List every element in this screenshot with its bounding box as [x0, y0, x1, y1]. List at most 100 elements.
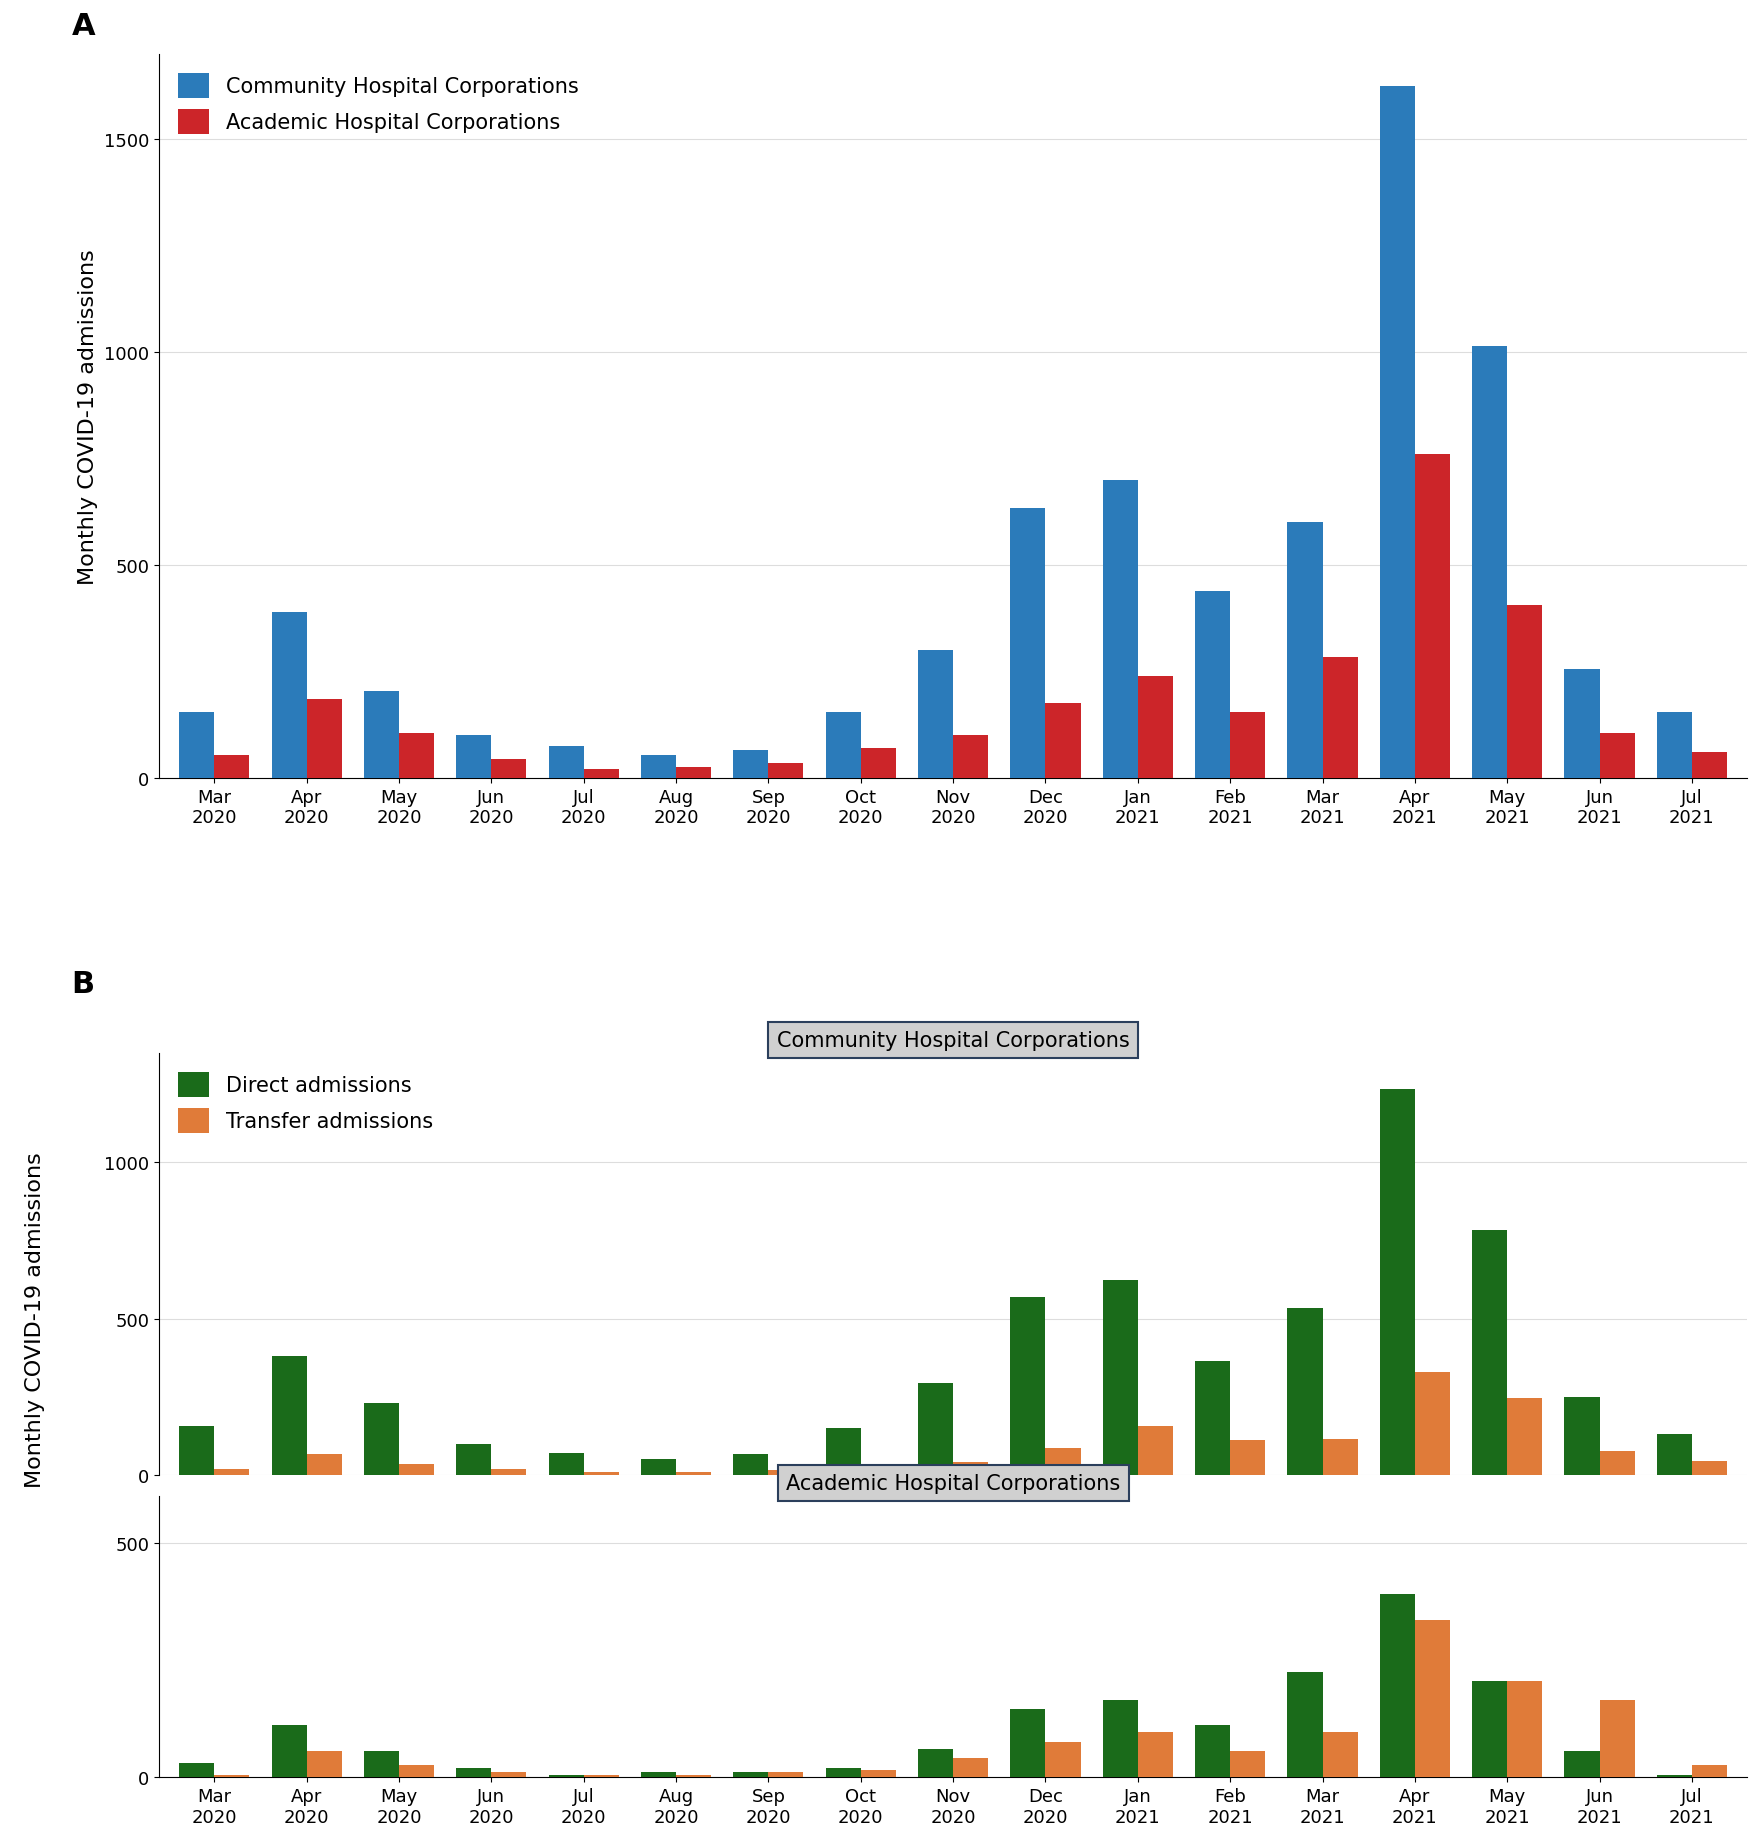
Title: Academic Hospital Corporations: Academic Hospital Corporations	[785, 1473, 1120, 1493]
Bar	[1598, 1700, 1633, 1777]
Bar	[732, 1455, 767, 1475]
Bar	[1230, 713, 1265, 779]
Bar	[1506, 1398, 1542, 1475]
Bar	[732, 751, 767, 779]
Bar	[180, 1762, 213, 1777]
Legend: Direct admissions, Transfer admissions: Direct admissions, Transfer admissions	[169, 1064, 441, 1141]
Bar	[1286, 524, 1321, 779]
Bar	[767, 1471, 803, 1475]
Bar	[640, 755, 676, 779]
Bar	[640, 1460, 676, 1475]
Bar	[455, 1444, 490, 1475]
Bar	[1656, 713, 1692, 779]
Bar	[676, 1471, 711, 1475]
Bar	[272, 612, 307, 779]
Y-axis label: Monthly COVID-19 admissions: Monthly COVID-19 admissions	[78, 249, 99, 584]
Bar	[917, 650, 953, 779]
Bar	[826, 1429, 861, 1475]
Bar	[180, 1427, 213, 1475]
Bar	[1692, 753, 1725, 779]
Bar	[640, 1772, 676, 1777]
Bar	[1379, 1090, 1415, 1475]
Bar	[1044, 703, 1080, 779]
Bar	[1009, 507, 1044, 779]
Bar	[953, 1462, 988, 1475]
Bar	[861, 749, 896, 779]
Bar	[1415, 1372, 1450, 1475]
Bar	[767, 764, 803, 779]
Bar	[1321, 1440, 1357, 1475]
Bar	[676, 1775, 711, 1777]
Bar	[307, 1455, 342, 1475]
Bar	[549, 1453, 584, 1475]
Text: B: B	[71, 969, 95, 998]
Bar	[676, 768, 711, 779]
Bar	[1506, 1682, 1542, 1777]
Bar	[1379, 1594, 1415, 1777]
Bar	[826, 713, 861, 779]
Bar	[363, 1751, 399, 1777]
Legend: Community Hospital Corporations, Academic Hospital Corporations: Community Hospital Corporations, Academi…	[169, 66, 586, 143]
Bar	[1230, 1440, 1265, 1475]
Bar	[180, 713, 213, 779]
Bar	[1286, 1308, 1321, 1475]
Bar	[399, 735, 434, 779]
Bar	[1656, 1434, 1692, 1475]
Bar	[1102, 480, 1138, 779]
Bar	[213, 1469, 249, 1475]
Bar	[1321, 1733, 1357, 1777]
Bar	[917, 1750, 953, 1777]
Bar	[549, 747, 584, 779]
Bar	[363, 691, 399, 779]
Bar	[1194, 592, 1230, 779]
Bar	[584, 1775, 619, 1777]
Bar	[1692, 1460, 1725, 1475]
Bar	[1102, 1700, 1138, 1777]
Bar	[1194, 1361, 1230, 1475]
Bar	[732, 1772, 767, 1777]
Bar	[455, 1768, 490, 1777]
Bar	[363, 1403, 399, 1475]
Bar	[1506, 606, 1542, 779]
Bar	[307, 1751, 342, 1777]
Bar	[1321, 658, 1357, 779]
Bar	[490, 1772, 526, 1777]
Bar	[1286, 1671, 1321, 1777]
Bar	[549, 1775, 584, 1777]
Bar	[1379, 86, 1415, 779]
Bar	[1598, 735, 1633, 779]
Bar	[861, 1467, 896, 1475]
Bar	[1138, 676, 1173, 779]
Text: Monthly COVID-19 admissions: Monthly COVID-19 admissions	[25, 1150, 46, 1488]
Bar	[1415, 1619, 1450, 1777]
Bar	[1692, 1766, 1725, 1777]
Bar	[1598, 1451, 1633, 1475]
Bar	[213, 1775, 249, 1777]
Bar	[861, 1770, 896, 1777]
Bar	[1471, 1229, 1506, 1475]
Bar	[584, 769, 619, 779]
Text: A: A	[71, 11, 95, 40]
Title: Community Hospital Corporations: Community Hospital Corporations	[776, 1031, 1129, 1050]
Bar	[584, 1471, 619, 1475]
Bar	[1471, 346, 1506, 779]
Bar	[1563, 1398, 1598, 1475]
Bar	[272, 1726, 307, 1777]
Bar	[1138, 1733, 1173, 1777]
Bar	[1194, 1726, 1230, 1777]
Bar	[1138, 1427, 1173, 1475]
Bar	[1009, 1297, 1044, 1475]
Bar	[1656, 1775, 1692, 1777]
Bar	[1563, 671, 1598, 779]
Bar	[1102, 1281, 1138, 1475]
Bar	[1415, 454, 1450, 779]
Bar	[272, 1356, 307, 1475]
Bar	[917, 1383, 953, 1475]
Bar	[767, 1772, 803, 1777]
Bar	[1009, 1709, 1044, 1777]
Bar	[1563, 1751, 1598, 1777]
Bar	[213, 755, 249, 779]
Bar	[490, 760, 526, 779]
Bar	[1044, 1742, 1080, 1777]
Bar	[455, 736, 490, 779]
